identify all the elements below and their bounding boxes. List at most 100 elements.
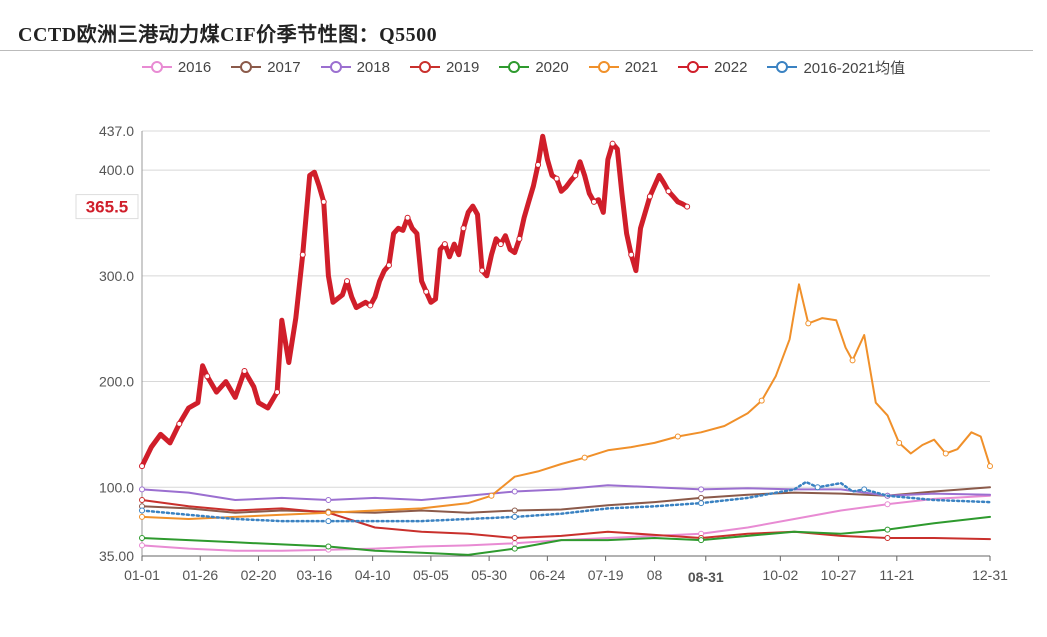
data-point	[241, 367, 248, 374]
series-line-2016-2021均值	[140, 480, 992, 523]
legend-marker-icon	[231, 61, 262, 73]
legend-item[interactable]: 2020	[499, 58, 569, 76]
x-tick-label: 01-01	[124, 567, 160, 583]
x-tick-label: 08	[647, 567, 663, 583]
title-divider	[0, 50, 1033, 51]
data-point	[139, 513, 145, 520]
data-point	[884, 526, 891, 533]
series-line-2017	[141, 486, 991, 514]
data-point	[698, 486, 705, 493]
data-point	[274, 389, 281, 396]
data-point	[628, 251, 635, 258]
data-point	[176, 420, 183, 427]
data-point	[344, 278, 351, 285]
data-point	[511, 488, 518, 495]
y-axis: 437.0 400.0 300.0 200.0 100.0 35.00	[99, 123, 143, 564]
data-point	[460, 225, 467, 232]
x-tick-label: 05-05	[413, 567, 449, 583]
legend-label: 2022	[714, 58, 748, 76]
legend-marker-icon	[678, 61, 709, 73]
data-point	[325, 543, 332, 550]
data-point	[497, 241, 504, 248]
data-point	[367, 302, 374, 309]
legend-label: 2020	[535, 58, 569, 76]
data-point	[488, 492, 495, 499]
legend-item[interactable]: 2018	[320, 59, 390, 76]
data-point	[511, 545, 518, 552]
legend-item[interactable]: 2022	[678, 59, 747, 76]
legend-label: 2021	[624, 58, 659, 76]
data-point	[404, 214, 411, 221]
series-group	[139, 133, 993, 556]
data-point	[814, 484, 821, 491]
data-point	[665, 188, 672, 195]
data-point	[325, 509, 332, 516]
data-point	[758, 397, 765, 404]
data-point	[942, 450, 949, 457]
data-point	[896, 439, 903, 446]
data-point	[987, 463, 993, 470]
data-point	[698, 494, 705, 501]
x-tick-label: 05-30	[471, 567, 507, 583]
legend-marker-icon	[141, 61, 172, 73]
data-point	[674, 433, 681, 440]
legend-item[interactable]: 2016	[141, 58, 212, 76]
data-point	[299, 251, 306, 258]
y-tick-label: 437.0	[99, 123, 134, 139]
x-tick-label: 02-20	[241, 567, 277, 583]
y-tick-label: 400.0	[99, 162, 134, 178]
y-tick-label: 35.00	[99, 548, 134, 564]
x-tick-label: 07-19	[588, 567, 624, 583]
data-point	[511, 540, 518, 547]
data-point	[698, 537, 705, 544]
legend-marker-icon	[767, 61, 798, 73]
data-point	[698, 500, 705, 507]
data-point	[325, 518, 332, 525]
x-tick-label: 10-02	[762, 567, 798, 583]
current-value-text: 365.5	[86, 198, 129, 217]
x-tick-label: 06-24	[529, 567, 565, 583]
data-point	[139, 486, 145, 493]
legend: 2016 2017 2018 2019 2020 2021 2022 2016-2021均值	[0, 56, 1047, 78]
data-point	[884, 535, 891, 542]
legend-item[interactable]: 2021	[588, 58, 659, 76]
data-point	[553, 175, 560, 182]
chart-title: CCTD欧洲三港动力煤CIF价季节性图：Q5500	[18, 24, 438, 46]
data-point	[204, 373, 211, 380]
legend-label: 2016	[177, 58, 212, 76]
y-tick-label: 300.0	[99, 268, 134, 284]
data-point	[139, 507, 145, 514]
x-tick-label: 10-27	[821, 567, 857, 583]
x-tick-label: 03-16	[296, 567, 332, 583]
data-point	[139, 463, 145, 470]
legend-marker-icon	[409, 61, 440, 73]
data-point	[320, 198, 327, 205]
data-point	[516, 235, 523, 242]
legend-label: 2019	[445, 58, 480, 76]
legend-item[interactable]: 2016-2021均值	[767, 57, 905, 78]
series-line-2018	[141, 484, 991, 501]
legend-marker-icon	[588, 61, 619, 73]
series-line-2022	[139, 133, 690, 469]
data-point	[609, 140, 616, 147]
x-tick-label: 04-10	[355, 567, 391, 583]
legend-marker-icon	[499, 61, 530, 73]
x-tick-label: 12-31	[972, 567, 1008, 583]
x-tick-label: 01-26	[182, 567, 218, 583]
data-point	[385, 262, 392, 269]
data-point	[139, 496, 145, 503]
data-point	[325, 496, 332, 503]
data-point	[590, 198, 597, 205]
data-point	[139, 542, 145, 549]
data-point	[535, 161, 542, 168]
x-axis: 01-01 01-26 02-20 03-16 04-10 05-05 05-30 06-24…	[124, 555, 1008, 585]
legend-item[interactable]: 2017	[231, 59, 301, 76]
data-point	[139, 535, 145, 542]
legend-item[interactable]: 2019	[409, 58, 480, 76]
data-point	[479, 267, 486, 274]
series-line-2020	[141, 515, 991, 556]
x-tick-label: 08-31	[688, 569, 724, 585]
y-tick-label: 200.0	[99, 374, 134, 390]
